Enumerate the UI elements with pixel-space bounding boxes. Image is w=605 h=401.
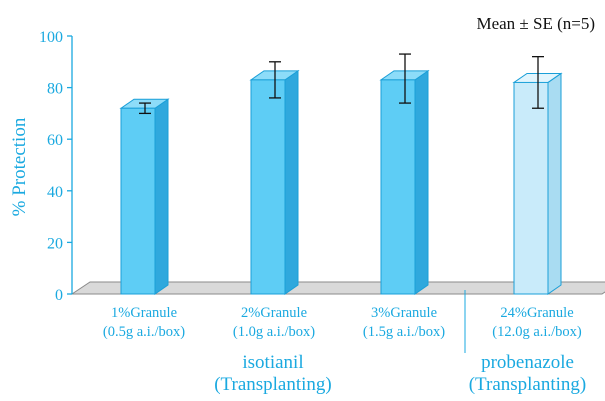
error-bar — [399, 53, 411, 104]
x-tick-label-line1: 24%Granule — [500, 305, 573, 321]
x-tick-label-line1: 3%Granule — [371, 305, 437, 321]
bar — [379, 69, 430, 295]
stats-note: Mean ± SE (n=5) — [476, 14, 595, 33]
x-tick-label-line2: (1.5g a.i./box) — [363, 324, 445, 340]
x-tick-label-line2: (12.0g a.i./box) — [492, 324, 582, 340]
bar-side — [414, 69, 429, 295]
y-tick-label: 20 — [47, 235, 63, 252]
bar — [512, 72, 563, 295]
y-tick-label: 0 — [55, 287, 63, 304]
error-bars — [139, 53, 544, 115]
group-label-isotianil-line2: (Transplanting) — [214, 374, 332, 395]
bar — [249, 69, 300, 295]
y-axis-label: % Protection — [9, 117, 30, 216]
bar-side — [284, 69, 299, 295]
x-tick-label-line1: 1%Granule — [111, 305, 177, 321]
chart-floor — [70, 281, 605, 295]
bar-front — [250, 79, 286, 295]
group-label-probenazole-line2: (Transplanting) — [468, 374, 587, 395]
x-tick-label-line2: (0.5g a.i./box) — [103, 324, 185, 340]
y-tick-label: 60 — [47, 132, 63, 149]
bar — [119, 98, 170, 295]
bar-front — [513, 81, 549, 295]
bar-front — [380, 79, 416, 295]
bar-side — [154, 98, 169, 295]
error-bar — [139, 102, 151, 115]
group-label-isotianil-line1: isotianil — [242, 352, 304, 373]
group-label-probenazole: probenazole (Transplanting) — [450, 352, 605, 396]
bars — [119, 69, 563, 295]
x-tick-label-line2: (1.0g a.i./box) — [233, 324, 315, 340]
floor-platform — [70, 281, 605, 295]
error-bar — [532, 55, 544, 109]
group-label-probenazole-line1: probenazole — [481, 352, 574, 373]
bar-front — [120, 107, 156, 295]
y-tick-label: 100 — [39, 29, 63, 46]
x-tick-labels: 1%Granule (0.5g a.i./box) 2%Granule (1.0g a… — [103, 305, 582, 340]
group-label-isotianil: isotianil (Transplanting) — [188, 352, 358, 396]
bar-side — [547, 72, 562, 295]
y-tick-label: 80 — [47, 81, 63, 98]
error-bar — [269, 61, 281, 99]
y-axis: 0 20 40 60 80 100 — [39, 29, 73, 304]
x-tick-label-line1: 2%Granule — [241, 305, 307, 321]
y-tick-label: 40 — [47, 184, 63, 201]
